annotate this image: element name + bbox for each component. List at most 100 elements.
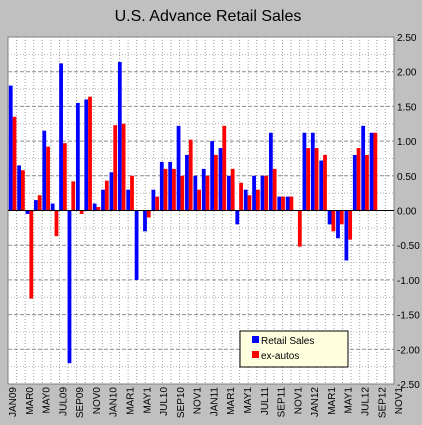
bar-ex-autos-apr09 [37,195,42,211]
bar-retail-sales-feb11 [218,148,223,211]
bar-retail-sales-dec09 [101,189,105,211]
bar-ex-autos-oct09 [88,96,92,211]
bar-ex-autos-apr11 [239,182,243,211]
x-tick-label: NOV1 [293,387,304,415]
bar-ex-autos-jul11 [264,175,269,211]
bar-retail-sales-apr09 [34,200,38,211]
bar-retail-sales-sep11 [277,196,282,211]
bar-ex-autos-mar10 [130,175,134,211]
bar-retail-sales-apr10 [134,210,139,280]
bar-retail-sales-jul10 [159,161,164,211]
bar-retail-sales-jun09 [50,203,55,211]
bar-retail-sales-feb10 [117,61,122,211]
y-tick-label: 2.50 [397,33,417,44]
bar-ex-autos-may10 [146,210,151,218]
bar-retail-sales-aug10 [168,161,173,211]
bar-ex-autos-jul09 [62,143,67,211]
bar-retail-sales-jan10 [109,172,114,211]
bar-retail-sales-jun11 [252,175,256,211]
x-tick-label: JUL11 [260,387,271,416]
bar-ex-autos-sep10 [180,175,185,211]
legend: Retail Sales ex-autos [239,330,349,368]
bar-retail-sales-mar11 [227,175,231,211]
bar-retail-sales-jun12 [352,154,357,211]
y-tick-label: 1.50 [397,102,417,113]
bar-ex-autos-jun09 [54,210,59,237]
bar-retail-sales-feb12 [319,160,324,211]
grid-lines [8,37,394,384]
bar-ex-autos-sep11 [281,196,285,211]
bar-ex-autos-aug10 [172,168,176,211]
bar-ex-autos-jan11 [214,154,218,211]
x-tick-label: MAR0 [25,387,36,415]
bar-ex-autos-apr12 [339,210,344,225]
bar-ex-autos-jul10 [163,168,168,211]
x-tick-label: JUL10 [159,387,170,416]
x-tick-label: MAR1 [126,387,137,415]
bar-ex-autos-mar12 [331,210,336,232]
legend-label-retail-sales: Retail Sales [261,336,314,347]
bar-ex-autos-jun12 [356,148,361,211]
bar-retail-sales-dec10 [201,168,206,211]
y-tick-label: -2.00 [397,345,420,356]
bar-retail-sales-jan09 [8,85,13,211]
bar-ex-autos-aug09 [71,181,76,211]
y-tick-label: 0.50 [397,172,417,183]
legend-swatch-ex-autos [252,351,259,358]
bar-ex-autos-mar09 [29,210,34,299]
y-tick-label: -1.50 [397,311,420,322]
bar-retail-sales-jun10 [151,189,156,211]
bar-ex-autos-feb12 [323,154,327,211]
y-tick-label: 1.00 [397,137,417,148]
bar-ex-autos-may09 [46,146,50,211]
bar-ex-autos-nov10 [197,189,201,211]
bar-retail-sales-jan11 [210,141,215,211]
bar-retail-sales-aug12 [369,132,374,211]
bar-ex-autos-jan10 [113,125,118,211]
bar-ex-autos-dec10 [205,175,210,211]
bar-ex-autos-aug11 [272,168,277,211]
y-axis-ticks: 2.50 2.00 1.50 1.00 0.50 0.00 -0.50 -1.00 -1.50 -… [397,33,420,391]
y-tick-label: -0.50 [397,241,420,252]
bar-ex-autos-aug12 [373,132,378,211]
x-tick-label: JAN09 [8,387,19,417]
y-tick-label: 0.00 [397,207,417,218]
x-tick-label: JUL09 [58,387,69,416]
legend-swatch-retail-sales [252,336,259,343]
bar-retail-sales-nov10 [193,175,198,211]
bar-ex-autos-may11 [247,195,252,211]
bar-retail-sales-sep09 [75,102,80,211]
x-tick-label: SEP12 [377,387,388,419]
x-tick-label: JAN10 [109,387,120,417]
bar-retail-sales-nov09 [92,203,97,211]
y-tick-label: -2.50 [397,380,420,391]
bar-retail-sales-apr12 [336,210,340,239]
bars [8,61,378,364]
x-tick-label: MAY1 [142,387,153,414]
bar-retail-sales-mar09 [25,210,30,214]
bar-ex-autos-may12 [348,210,353,240]
bar-ex-autos-jun11 [255,189,260,211]
bar-ex-autos-jun10 [155,196,160,211]
x-tick-label: NOV1 [193,387,204,415]
bar-ex-autos-jul12 [365,154,369,211]
bar-ex-autos-mar11 [230,168,235,211]
x-tick-label: SEP09 [75,387,86,419]
bar-retail-sales-mar10 [126,189,131,211]
bar-ex-autos-feb11 [222,125,227,211]
bar-retail-sales-may10 [143,210,147,232]
x-tick-label: SEP10 [176,387,187,419]
bar-ex-autos-nov11 [297,210,302,247]
bar-retail-sales-may11 [243,189,248,211]
y-tick-label: 2.00 [397,68,417,79]
bar-ex-autos-oct10 [188,139,193,211]
x-tick-label: MAY1 [344,387,355,414]
x-axis-ticks: JAN09 MAR0 MAY0 JUL09 SEP09 NOV0 JAN10 MAR1 MAY1… [8,387,405,419]
bar-retail-sales-may09 [42,130,47,211]
x-tick-label: MAY1 [243,387,254,414]
bar-ex-autos-jan12 [314,148,319,211]
bar-retail-sales-dec11 [302,132,307,211]
x-tick-label: NOV1 [394,387,405,415]
x-tick-label: MAY0 [42,387,53,414]
